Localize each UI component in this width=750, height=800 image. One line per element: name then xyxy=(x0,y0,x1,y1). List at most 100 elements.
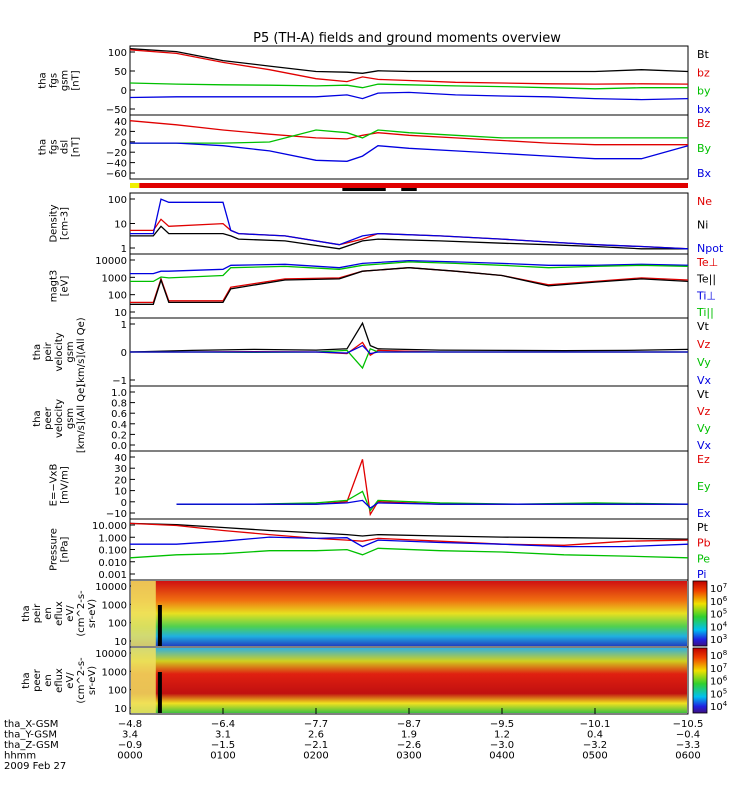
y-axis-label: fgs xyxy=(49,73,60,88)
legend-bz: bz xyxy=(697,66,710,79)
y-axis-label: velocity xyxy=(54,332,65,371)
legend-bx: bx xyxy=(697,103,711,116)
x-tick-label: 0500 xyxy=(582,751,607,762)
y-axis-label: [eV] xyxy=(60,276,71,297)
colorbar-label: 103 xyxy=(710,633,727,646)
x-row-label: tha_X-GSM xyxy=(4,719,58,730)
legend-By: By xyxy=(697,142,712,155)
legend-Te⊥: Te⊥ xyxy=(696,256,718,269)
spectrogram xyxy=(131,581,687,646)
y-tick-label: 10000 xyxy=(95,649,127,660)
colorbar-label: 105 xyxy=(710,608,727,621)
x-tick-label: 0.4 xyxy=(587,730,603,741)
y-tick-label: 100 xyxy=(108,619,127,630)
y-axis-label: tha xyxy=(38,72,49,88)
y-tick-label: 10 xyxy=(114,308,127,319)
data-gap xyxy=(157,672,162,713)
y-axis-label: tha xyxy=(32,344,43,360)
y-tick-label: 1000 xyxy=(102,273,127,284)
y-tick-label: −1 xyxy=(112,376,127,387)
colorbar xyxy=(692,647,708,714)
y-axis-label: peer xyxy=(43,406,54,430)
y-tick-label: 0 xyxy=(121,138,127,149)
series-Te_par xyxy=(130,267,689,305)
y-tick-label: 100 xyxy=(108,686,127,697)
data-gap xyxy=(157,605,162,646)
y-tick-label: 0 xyxy=(121,498,127,509)
series-Pe xyxy=(129,547,689,559)
y-axis-label: Pressure xyxy=(49,528,60,571)
x-tick-label: 2.6 xyxy=(308,730,324,741)
spectrogram xyxy=(131,648,687,713)
y-tick-label: 1 xyxy=(121,320,127,331)
y-axis-label: en xyxy=(43,607,54,620)
series-Bx xyxy=(130,142,689,162)
y-axis-label: sr-eV) xyxy=(87,666,98,695)
x-tick-label: −7.7 xyxy=(304,719,328,730)
y-axis-label: peir xyxy=(32,603,43,623)
legend-Vz: Vz xyxy=(697,338,711,351)
colorbar-label: 104 xyxy=(710,620,728,633)
mode-bar-burst xyxy=(401,188,417,191)
x-tick-label: 1.2 xyxy=(494,730,510,741)
x-tick-label: −10.5 xyxy=(673,719,704,730)
y-tick-label: 0.100 xyxy=(98,546,127,557)
y-tick-label: 10 xyxy=(114,637,127,648)
y-axis-label: fgs xyxy=(49,139,60,154)
y-tick-label: 0.6 xyxy=(111,409,127,420)
y-tick-label: 10.000 xyxy=(92,521,127,532)
x-tick-label: 0200 xyxy=(303,751,328,762)
series-Vx xyxy=(130,344,688,355)
y-tick-label: 20 xyxy=(114,127,127,138)
x-tick-label: 0000 xyxy=(117,751,142,762)
legend-Pb: Pb xyxy=(697,537,711,550)
x-tick-label: −3.0 xyxy=(490,740,514,751)
y-tick-label: 20 xyxy=(114,475,127,486)
colorbar xyxy=(692,580,708,647)
series-Ey xyxy=(176,490,689,512)
y-axis-label: gsm xyxy=(65,341,76,362)
panel-density: 100 10 1 Density [cm-3] Ne Ni Npot xyxy=(49,192,724,255)
y-axis-label: (cm^2-s- xyxy=(76,657,87,704)
y-tick-label: 0.8 xyxy=(111,399,127,410)
panel-frame xyxy=(129,385,689,452)
y-tick-label: −40 xyxy=(106,159,127,170)
x-tick-label: −8.7 xyxy=(397,719,421,730)
legend-Ez: Ez xyxy=(697,453,710,466)
y-axis-label: [nT] xyxy=(71,70,82,90)
y-tick-label: 100 xyxy=(108,291,127,302)
series-bx xyxy=(129,91,689,101)
legend-Vt: Vt xyxy=(697,320,710,333)
legend-Npot: Npot xyxy=(697,242,724,255)
mode-bar-burst xyxy=(342,188,386,191)
y-tick-label: 30 xyxy=(114,464,127,475)
legend-Vz: Vz xyxy=(697,405,711,418)
colorbar-label: 105 xyxy=(710,687,727,700)
legend-Vy: Vy xyxy=(697,422,711,435)
y-tick-label: 0.4 xyxy=(111,420,127,431)
y-axis-label: en xyxy=(43,674,54,687)
panel-peir_en_eflux: 10000 1000 100 10 tha peir en eflux eV/(cm^2-s-s… xyxy=(21,579,728,648)
series-Ti_perp xyxy=(130,259,689,275)
y-tick-label: −50 xyxy=(106,105,127,116)
x-tick-label: 0400 xyxy=(489,751,514,762)
y-tick-label: 10 xyxy=(114,220,127,231)
y-tick-label: 1.0 xyxy=(111,388,127,399)
y-tick-label: 10000 xyxy=(95,582,127,593)
y-tick-label: 0.010 xyxy=(98,558,127,569)
colorbar-label: 106 xyxy=(710,675,728,688)
y-tick-label: 100 xyxy=(108,195,127,206)
series-Vt xyxy=(129,321,689,353)
y-axis-label: eV/ xyxy=(65,605,76,622)
legend-Bx: Bx xyxy=(697,167,712,180)
x-tick-label: 1.9 xyxy=(401,730,417,741)
y-tick-label: 50 xyxy=(114,67,127,78)
x-tick-label: −2.1 xyxy=(304,740,328,751)
x-tick-label: 0600 xyxy=(675,751,700,762)
x-tick-label: −3.2 xyxy=(583,740,607,751)
series-Ti_par xyxy=(130,261,689,283)
y-axis-label: tha xyxy=(21,605,32,621)
